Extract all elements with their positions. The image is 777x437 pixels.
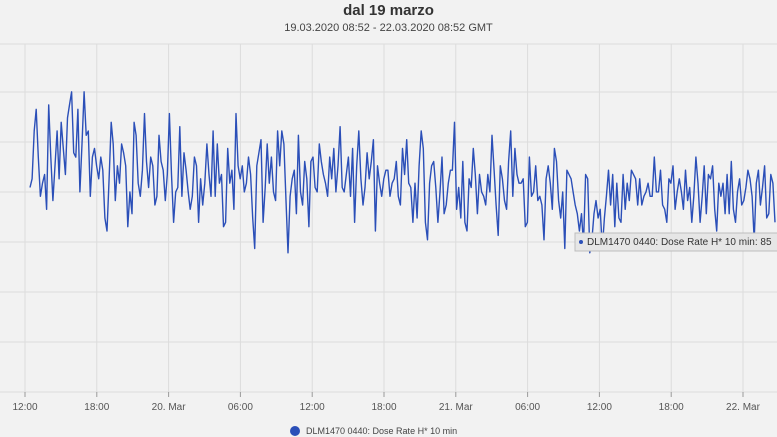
x-tick-label: 21. Mar	[439, 402, 474, 413]
x-tick-label: 12:00	[587, 402, 612, 413]
chart-subtitle: 19.03.2020 08:52 - 22.03.2020 08:52 GMT	[284, 22, 493, 34]
x-tick-label: 22. Mar	[726, 402, 761, 413]
series-line	[29, 91, 776, 254]
tooltip-dot	[579, 240, 583, 244]
x-tick-label: 06:00	[228, 402, 253, 413]
x-tick-label: 20. Mar	[152, 402, 187, 413]
legend-marker	[290, 426, 300, 436]
x-tick-label: 18:00	[659, 402, 684, 413]
series-group	[29, 91, 776, 254]
grid	[0, 43, 777, 393]
tooltip: DLM1470 0440: Dose Rate H* 10 min: 85	[574, 232, 777, 252]
x-tick-label: 18:00	[84, 402, 109, 413]
tooltip-text: DLM1470 0440: Dose Rate H* 10 min: 85	[587, 237, 772, 248]
legend-label: DLM1470 0440: Dose Rate H* 10 min	[306, 426, 458, 436]
x-tick-label: 06:00	[515, 402, 540, 413]
legend[interactable]: DLM1470 0440: Dose Rate H* 10 min	[290, 426, 457, 436]
x-tick-label: 12:00	[300, 402, 325, 413]
chart-title: dal 19 marzo	[343, 2, 434, 19]
tooltip-box	[574, 232, 777, 252]
x-tick-label: 18:00	[371, 402, 396, 413]
x-tick-label: 12:00	[12, 402, 37, 413]
x-axis: 12:00 18:00 20. Mar 06:00 12:00 18:00 21. Mar 0…	[12, 392, 761, 413]
